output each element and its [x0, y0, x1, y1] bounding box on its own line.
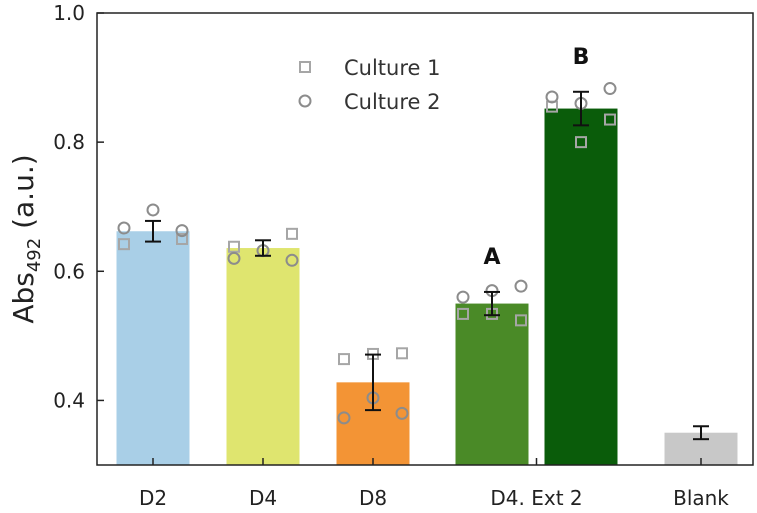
data-point-circle: [227, 251, 241, 265]
x-category-label: D8: [359, 486, 387, 510]
error-bar: [145, 219, 161, 243]
legend-label: Culture 1: [344, 56, 440, 80]
legend: Culture 1 Culture 2: [298, 56, 440, 114]
data-point-circle: [514, 279, 528, 293]
bars-layer: [116, 108, 738, 466]
bar: [226, 248, 300, 465]
data-point-square: [515, 314, 527, 327]
plot-frame: [96, 12, 754, 466]
data-point-square: [118, 238, 130, 251]
x-category-label: Blank: [673, 486, 729, 510]
data-point-square: [176, 233, 188, 245]
data-point-square: [575, 136, 587, 149]
data-point-circle: [175, 224, 189, 238]
x-category-label: D4. Ext 2: [490, 486, 582, 510]
axes-layer: 0.4 0.6 0.8 1.0 D2 D4 D8 D4. Ext 2 Blank: [53, 1, 729, 510]
error-bar: [255, 239, 271, 257]
y-tick-label: 0.8: [53, 130, 85, 154]
error-bar: [573, 90, 589, 127]
data-point-circle: [285, 253, 299, 267]
legend-marker-circle: [298, 94, 312, 108]
y-tick-label: 0.6: [53, 259, 85, 283]
error-bar: [484, 290, 500, 317]
error-bar: [365, 353, 381, 412]
data-point-square: [286, 227, 298, 240]
significance-label: B: [573, 45, 590, 70]
x-category-label: D2: [139, 486, 167, 510]
data-point-circle: [395, 406, 409, 420]
data-point-circle: [146, 203, 160, 217]
x-category-label: D4: [249, 486, 277, 510]
y-axis-label-unit: (a.u.): [7, 154, 40, 237]
y-tick-label: 1.0: [53, 1, 85, 25]
y-axis-label: Abs492 (a.u.): [7, 154, 45, 323]
data-point-square: [338, 353, 350, 366]
data-point-circle: [603, 82, 617, 96]
bar: [116, 231, 190, 465]
y-tick-label: 0.4: [53, 388, 85, 412]
y-axis-label-subscript: 492: [24, 238, 45, 272]
data-point-circle: [117, 221, 131, 235]
data-point-square: [396, 347, 408, 360]
error-bars-layer: [145, 90, 709, 441]
data-point-square: [604, 113, 616, 126]
legend-marker-square: [299, 61, 311, 73]
data-point-square: [228, 240, 240, 253]
significance-label: A: [483, 245, 500, 270]
data-points-layer: [117, 82, 617, 425]
data-point-circle: [456, 290, 470, 304]
data-point-circle: [545, 90, 559, 104]
bar: [544, 108, 618, 466]
data-point-square: [457, 307, 469, 320]
data-point-circle: [337, 411, 351, 425]
error-bar: [693, 425, 709, 441]
y-axis-label-main: Abs: [7, 272, 40, 324]
legend-label: Culture 2: [344, 90, 440, 114]
annotations-layer: AB: [483, 45, 589, 270]
bar: [455, 303, 529, 465]
